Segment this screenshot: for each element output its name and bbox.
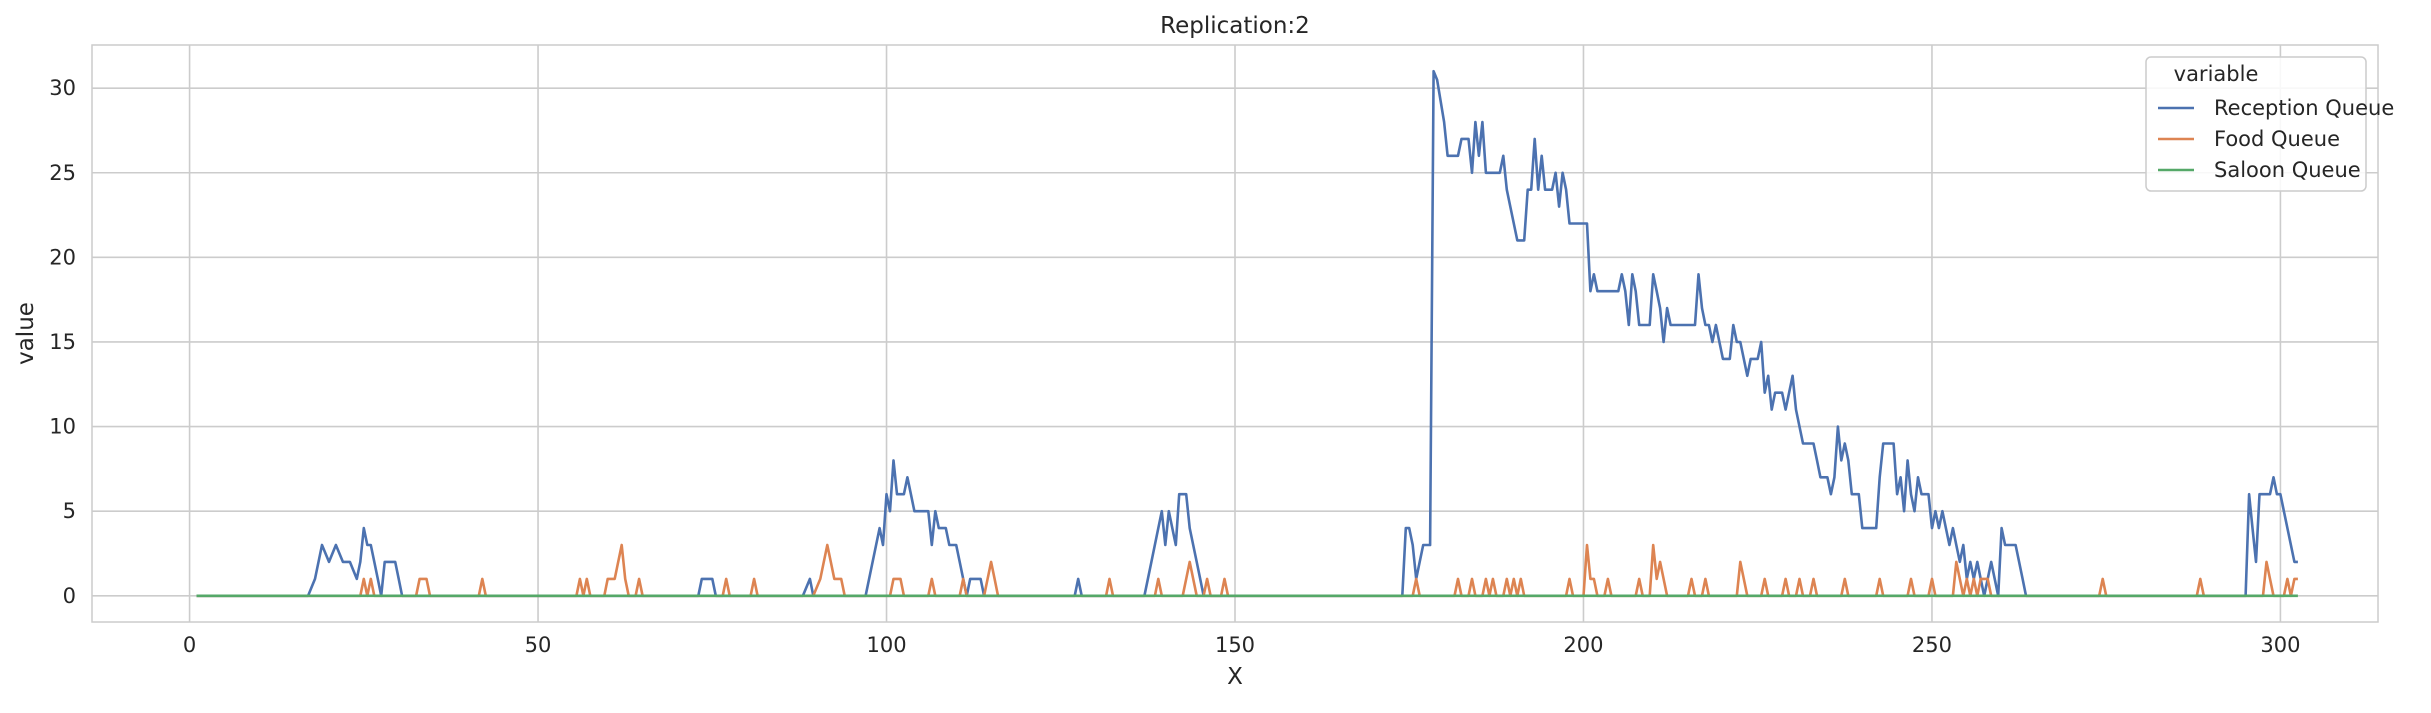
legend-items: Reception Queue Food Queue Saloon Queue xyxy=(2158,96,2394,182)
x-tick-label: 0 xyxy=(183,633,196,657)
series-lines xyxy=(196,69,2298,598)
y-axis-label: value xyxy=(13,302,39,365)
x-tick-label: 150 xyxy=(1215,633,1255,657)
legend-label-saloon-queue: Saloon Queue xyxy=(2214,158,2361,182)
legend-label-food-queue: Food Queue xyxy=(2214,127,2340,151)
series-line-reception-queue xyxy=(196,69,2298,598)
legend-label-reception-queue: Reception Queue xyxy=(2214,96,2394,120)
x-tick-label: 100 xyxy=(866,633,906,657)
y-tick-label: 10 xyxy=(49,415,76,439)
x-tick-label: 300 xyxy=(2260,633,2300,657)
legend-box xyxy=(2145,56,2367,192)
chart-title: Replication:2 xyxy=(1160,13,1310,39)
x-tick-label: 250 xyxy=(1912,633,1952,657)
legend: variable Reception Queue Food Queue Saloon… xyxy=(2145,56,2394,192)
grid xyxy=(92,45,2378,622)
x-axis-label: X xyxy=(1227,664,1243,690)
x-tick-label: 200 xyxy=(1563,633,1603,657)
y-tick-label: 15 xyxy=(49,330,76,354)
y-tick-label: 30 xyxy=(49,76,76,100)
tick-labels: 0 50 100 150 200 250 300 0 5 10 15 20 25 30 xyxy=(49,76,2300,657)
y-tick-label: 5 xyxy=(63,499,76,523)
y-tick-label: 0 xyxy=(63,584,76,608)
plot-frame xyxy=(91,44,2379,623)
x-tick-label: 50 xyxy=(525,633,552,657)
y-tick-label: 20 xyxy=(49,245,76,269)
legend-title: variable xyxy=(2174,62,2259,86)
y-tick-label: 25 xyxy=(49,161,76,185)
